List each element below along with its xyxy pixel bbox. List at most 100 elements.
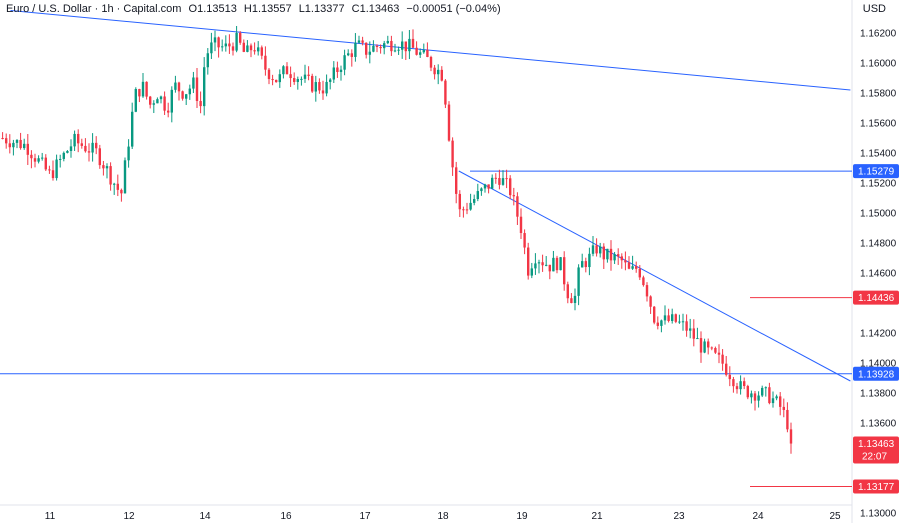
candle-body (390, 40, 393, 52)
candle-body (534, 263, 537, 269)
candle-body (109, 166, 112, 185)
candle-body (469, 202, 472, 210)
candle-body (332, 67, 335, 80)
candle-body (285, 66, 289, 75)
candle-body (786, 409, 789, 430)
candle-body (210, 42, 213, 54)
price-level-badge (853, 479, 899, 494)
candle-body (77, 133, 80, 144)
candle-body (23, 143, 26, 149)
candle-body (617, 254, 620, 257)
candle-body (289, 74, 292, 79)
candle-body (516, 196, 519, 217)
candle-body (145, 81, 148, 97)
x-tick-label: 17 (359, 511, 371, 522)
candle-body (789, 429, 793, 444)
candle-body (519, 216, 523, 234)
y-tick-label: 1.15800 (860, 89, 897, 100)
candle-body (321, 90, 325, 94)
candle-body (642, 277, 645, 286)
candle-body (523, 233, 526, 248)
candle-body (267, 69, 271, 80)
candle-body (195, 77, 199, 102)
candle-body (48, 169, 51, 171)
candle-body (447, 104, 451, 141)
candle-body (253, 50, 256, 52)
candle-body (336, 67, 339, 73)
candle-body (12, 142, 15, 148)
x-tick-label: 21 (591, 511, 603, 522)
candle-body (739, 381, 742, 390)
bar-countdown-text: 22:07 (862, 452, 887, 463)
ohlc-close: C1.13463 (351, 3, 400, 15)
candle-body (127, 146, 130, 161)
candle-body (170, 89, 173, 113)
candle-body (152, 103, 155, 105)
candle-body (768, 387, 771, 404)
candle-body (624, 260, 627, 263)
candle-body (462, 209, 465, 211)
candle-body (116, 183, 119, 190)
candle-body (750, 393, 753, 398)
candle-body (563, 257, 566, 285)
candle-body (455, 167, 458, 194)
candle-body (41, 157, 44, 159)
candle-body (465, 209, 469, 211)
candle-body (5, 138, 8, 144)
candle-body (599, 246, 602, 254)
candle-body (404, 41, 407, 52)
trendline (10, 10, 851, 91)
candle-body (314, 82, 317, 92)
ohlc-high: H1.13557 (243, 3, 292, 15)
candle-body (257, 47, 260, 52)
candle-body (674, 314, 677, 322)
x-tick-label: 11 (45, 511, 56, 522)
candle-body (134, 89, 137, 112)
symbol-title[interactable]: Euro / U.S. Dollar · 1h · Capital.com (6, 3, 182, 15)
candle-body (231, 46, 235, 51)
candle-body (757, 395, 760, 401)
candle-body (87, 151, 91, 153)
candle-body (213, 37, 217, 43)
candle-body (595, 245, 598, 254)
price-level-badge-text: 1.13928 (858, 369, 895, 380)
candle-body (347, 53, 350, 56)
candle-body (678, 321, 681, 323)
candle-body (545, 264, 548, 266)
candle-body (375, 45, 379, 47)
candle-body (318, 82, 321, 91)
candle-body (775, 396, 778, 399)
candle-body (260, 47, 263, 56)
candle-body (728, 374, 731, 380)
y-tick-label: 1.15600 (860, 119, 897, 130)
price-level-badge-text: 1.13177 (858, 482, 895, 493)
candle-body (80, 143, 83, 146)
y-tick-label: 1.14200 (860, 329, 897, 340)
candle-body (753, 393, 757, 401)
candle-body (444, 80, 447, 105)
candle-body (192, 77, 195, 89)
x-tick-label: 19 (516, 511, 528, 522)
candle-body (224, 43, 227, 47)
currency-label[interactable]: USD (862, 3, 886, 15)
candle-body (91, 142, 94, 153)
candle-body (548, 264, 551, 272)
candle-body (746, 386, 749, 398)
candle-body (588, 253, 591, 268)
candle-body (721, 354, 724, 364)
candle-body (37, 158, 40, 162)
candle-body (505, 178, 508, 180)
candle-body (645, 285, 649, 297)
candle-body (689, 328, 692, 331)
candle-body (167, 110, 170, 113)
candle-body (372, 45, 375, 52)
candle-body (707, 341, 710, 348)
candle-body (487, 184, 490, 189)
candle-body (62, 152, 65, 159)
ohlc-open: O1.13513 (188, 3, 237, 15)
y-tick-label: 1.15200 (860, 179, 897, 190)
candle-body (555, 257, 559, 271)
candle-body (426, 49, 429, 58)
candle-body (149, 96, 152, 105)
